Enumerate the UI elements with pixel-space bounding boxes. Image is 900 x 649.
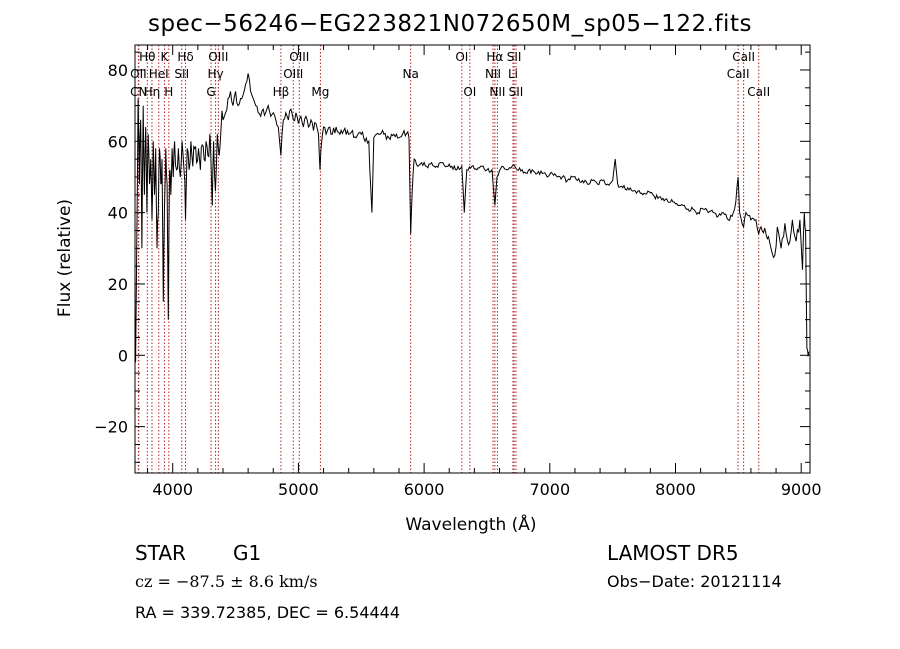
x-tick-label: 7000 (529, 480, 570, 499)
line-marker-label: OIII (289, 50, 309, 64)
line-marker-label: SII (509, 85, 524, 99)
line-marker-label: SII (174, 67, 189, 81)
line-marker-label: Hγ (208, 67, 224, 81)
line-marker-label: SII (507, 50, 522, 64)
x-tick-label: 8000 (655, 480, 696, 499)
x-tick-label: 4000 (152, 480, 193, 499)
object-class: STAR (135, 541, 186, 565)
observation-date: Obs−Date: 20121114 (607, 572, 782, 591)
line-marker-label: HeI (149, 67, 169, 81)
survey-name: LAMOST DR5 (607, 541, 739, 565)
line-marker-label: CaII (727, 67, 750, 81)
x-tick-label: 9000 (781, 480, 822, 499)
line-marker-label: G (206, 85, 215, 99)
line-marker-label: Hβ (273, 85, 290, 99)
plot-frame (134, 44, 811, 474)
line-marker-label: Hη (144, 85, 161, 99)
y-axis-label: Flux (relative) (55, 199, 75, 317)
line-marker-label: NII (485, 67, 501, 81)
line-marker-label: OI (455, 50, 468, 64)
line-marker-label: NII (489, 85, 505, 99)
coordinates: RA = 339.72385, DEC = 6.54444 (135, 603, 401, 622)
line-marker-label: OIII (283, 67, 303, 81)
line-marker-label: OII (130, 67, 147, 81)
spectrum-line (135, 73, 810, 363)
y-tick-label: 60 (108, 132, 128, 151)
y-tick-label: 0 (118, 346, 128, 365)
line-marker-label: Na (402, 67, 418, 81)
line-marker-label: K (160, 50, 169, 64)
line-marker-label: CaII (732, 50, 755, 64)
x-axis-label: Wavelength (Å) (405, 513, 536, 535)
line-marker-label: Hθ (139, 50, 155, 64)
line-marker-label: OIII (208, 50, 228, 64)
line-marker-label: CaII (747, 85, 770, 99)
line-marker-label: CN (130, 85, 147, 99)
line-marker-label: Hδ (177, 50, 193, 64)
y-tick-label: −20 (94, 418, 128, 437)
y-tick-label: 80 (108, 61, 128, 80)
line-marker-label: Hα (486, 50, 503, 64)
x-tick-label: 5000 (278, 480, 319, 499)
line-marker-label: OI (463, 85, 476, 99)
plot-axes: 4000 5000 6000 7000 8000 9000 −20 0 20 40 60 80 (94, 44, 822, 499)
line-marker-layer (137, 45, 760, 473)
y-tick-label: 20 (108, 275, 128, 294)
line-marker-label: Mg (311, 85, 329, 99)
chart-title: spec−56246−EG223821N072650M_sp05−122.fit… (148, 11, 752, 37)
object-subclass: G1 (233, 541, 262, 565)
x-tick-label: 6000 (404, 480, 445, 499)
y-tick-label: 40 (108, 204, 128, 223)
redshift-velocity: cz = −87.5 ± 8.6 km/s (135, 572, 318, 591)
line-marker-label: Li (508, 67, 518, 81)
line-marker-label: H (164, 85, 173, 99)
